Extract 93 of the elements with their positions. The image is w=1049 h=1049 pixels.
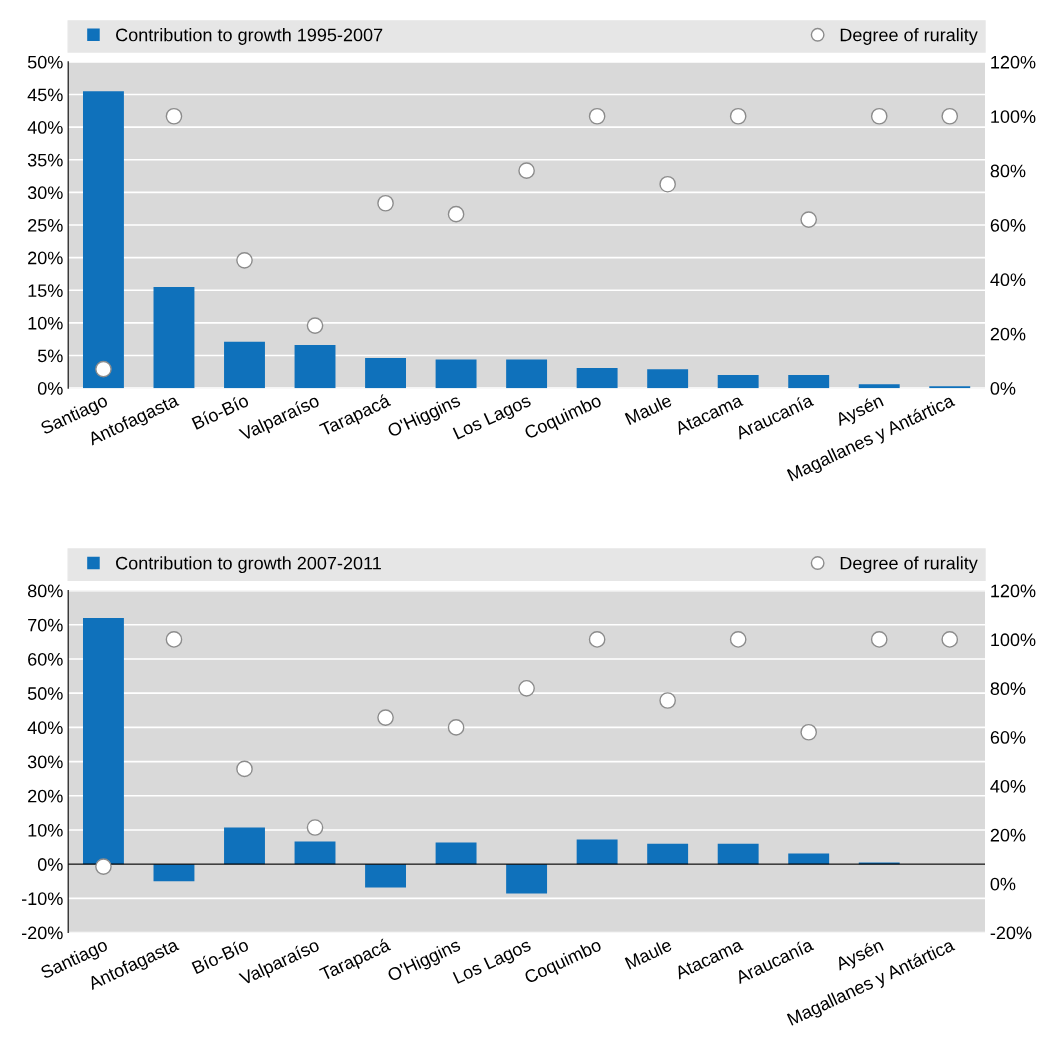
point (95, 360, 112, 378)
point (941, 107, 959, 125)
bar (224, 827, 265, 865)
legend-label: Degree of rurality (840, 28, 978, 45)
point (306, 317, 324, 334)
y2-tick-label: 100% (991, 633, 1036, 647)
y-tick-label: 50% (27, 687, 63, 700)
y2-tick-label: 0% (990, 877, 1016, 891)
bar (435, 842, 477, 865)
bar (294, 345, 336, 389)
y2-tick-label: 80% (990, 164, 1026, 178)
y-tick-label: 45% (27, 88, 63, 102)
bar (576, 839, 618, 865)
legend-label: Contribution to growth 1995-2007 (116, 28, 383, 45)
x-tick-label: Maule (624, 393, 673, 426)
legend-label: Degree of rurality (840, 556, 978, 574)
y2-tick-label: 40% (990, 779, 1026, 793)
point (659, 692, 676, 709)
y2-tick-label: 40% (990, 273, 1026, 287)
y-tick-label: 10% (28, 823, 63, 837)
bar (647, 843, 689, 865)
y2-tick-label: 60% (990, 218, 1026, 232)
point (165, 107, 183, 125)
bar (365, 864, 406, 888)
point (588, 631, 606, 648)
y-tick-label: 0% (37, 382, 63, 395)
y-tick-label: 60% (28, 652, 63, 666)
point (236, 252, 253, 269)
point (941, 631, 959, 648)
y2-tick-label: 60% (990, 731, 1026, 744)
x-tick-label: Maule (624, 937, 673, 970)
y-tick-label: 40% (27, 721, 63, 735)
x-tick-label: Aysén (834, 937, 886, 974)
point (588, 107, 606, 125)
point (800, 211, 818, 228)
point (800, 723, 818, 741)
bar (365, 358, 406, 389)
bar (83, 91, 124, 389)
y-tick-label: 30% (27, 755, 63, 769)
y2-tick-label: 100% (991, 110, 1036, 123)
y-tick-label: 50% (27, 55, 63, 69)
y-tick-label: 80% (27, 584, 63, 598)
bar (153, 864, 195, 882)
point (447, 719, 465, 736)
point (870, 107, 888, 125)
y2-tick-label: 0% (990, 382, 1016, 395)
y-tick-label: 0% (37, 858, 63, 871)
bar (788, 375, 830, 389)
legend-label: Contribution to growth 2007-2011 (116, 556, 381, 574)
point (165, 631, 183, 648)
y-tick-label: 25% (28, 218, 63, 232)
bar (506, 864, 548, 894)
y2-tick-label: 80% (990, 682, 1026, 696)
y-tick-label: 15% (28, 284, 63, 297)
point (447, 205, 465, 223)
y-tick-label: -20% (21, 926, 63, 940)
bar (153, 287, 195, 389)
y2-tick-label: 20% (990, 828, 1026, 842)
point (236, 760, 253, 778)
bar (506, 359, 548, 389)
point (518, 679, 535, 697)
bar (224, 341, 265, 389)
y2-tick-label: 20% (990, 327, 1026, 341)
bar (788, 853, 830, 865)
bar (647, 369, 689, 389)
bar (83, 617, 124, 865)
point (729, 107, 747, 125)
point (870, 631, 888, 648)
bar (717, 843, 759, 865)
y-tick-label: 10% (28, 316, 63, 330)
y-tick-label: 30% (27, 186, 63, 200)
point (518, 162, 535, 179)
y-tick-label: -10% (21, 892, 63, 906)
y2-tick-label: -20% (990, 926, 1032, 940)
y-tick-label: 70% (28, 618, 63, 632)
y-tick-label: 20% (28, 251, 63, 265)
point (377, 194, 394, 212)
bar (435, 359, 477, 389)
bar (858, 384, 900, 389)
y-tick-label: 35% (27, 153, 63, 167)
y2-tick-label: 120% (991, 55, 1036, 69)
y-tick-label: 40% (27, 121, 63, 134)
bar (294, 841, 336, 865)
bar (717, 375, 759, 389)
y-tick-label: 5% (37, 349, 63, 363)
point (659, 175, 676, 193)
y-tick-label: 20% (28, 789, 63, 803)
bar (576, 367, 618, 389)
point (306, 819, 324, 836)
point (377, 709, 394, 726)
point (729, 631, 747, 648)
point (95, 858, 112, 875)
y2-tick-label: 120% (991, 584, 1036, 598)
